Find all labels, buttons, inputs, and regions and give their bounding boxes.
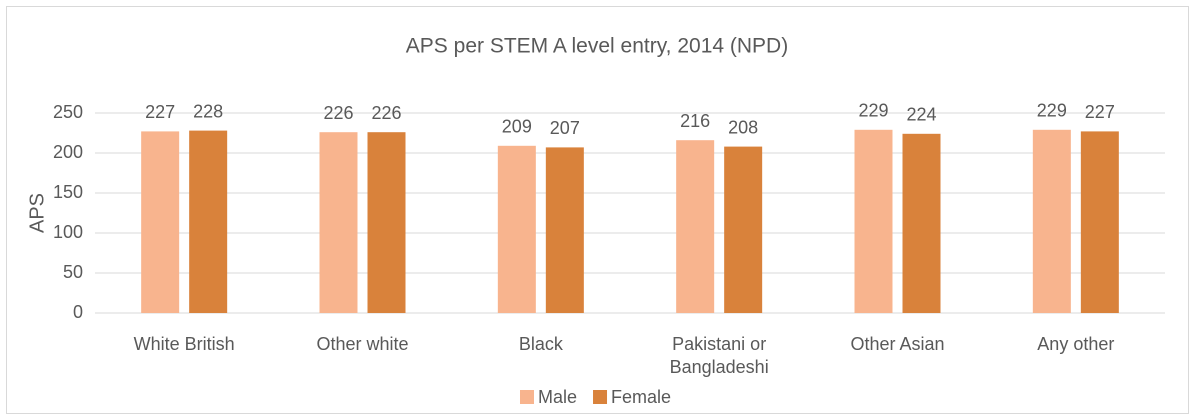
- data-label: 208: [728, 117, 758, 137]
- y-tick-label: 200: [53, 142, 83, 162]
- bar: [545, 147, 584, 313]
- bar: [189, 130, 228, 313]
- y-tick-label: 100: [53, 222, 83, 242]
- x-tick-label: White British: [134, 334, 235, 354]
- x-tick-label: Any other: [1037, 334, 1114, 354]
- data-label: 224: [906, 105, 936, 125]
- data-label: 229: [1037, 101, 1067, 121]
- bar: [854, 129, 893, 313]
- bar: [141, 131, 180, 313]
- bar: [319, 132, 358, 313]
- bar: [1032, 129, 1071, 313]
- x-tick-label: Black: [519, 334, 564, 354]
- chart-title: APS per STEM A level entry, 2014 (NPD): [406, 35, 788, 58]
- y-tick-label: 50: [63, 262, 83, 282]
- data-label: 228: [193, 101, 223, 121]
- legend-label: Female: [611, 387, 671, 407]
- data-label: 226: [323, 103, 353, 123]
- bar: [902, 133, 941, 313]
- x-tick-label: Other white: [316, 334, 408, 354]
- data-label: 216: [680, 111, 710, 131]
- y-tick-label: 250: [53, 102, 83, 122]
- data-label: 209: [502, 117, 532, 137]
- y-axis-label: APS: [26, 193, 48, 233]
- bar: [676, 140, 715, 313]
- x-tick-label: Other Asian: [850, 334, 944, 354]
- bar: [367, 132, 406, 313]
- data-label: 226: [371, 103, 401, 123]
- data-label: 227: [1085, 102, 1115, 122]
- legend-label: Male: [538, 387, 577, 407]
- bar: [497, 145, 536, 313]
- y-tick-label: 0: [73, 302, 83, 322]
- data-label: 227: [145, 102, 175, 122]
- legend-swatch: [520, 390, 534, 404]
- x-tick-label: Pakistani or Bangladeshi: [670, 334, 769, 377]
- data-label: 229: [858, 101, 888, 121]
- bar: [724, 146, 763, 313]
- y-tick-label: 150: [53, 182, 83, 202]
- legend-swatch: [593, 390, 608, 404]
- data-label: 207: [550, 118, 580, 138]
- bar: [1080, 131, 1119, 313]
